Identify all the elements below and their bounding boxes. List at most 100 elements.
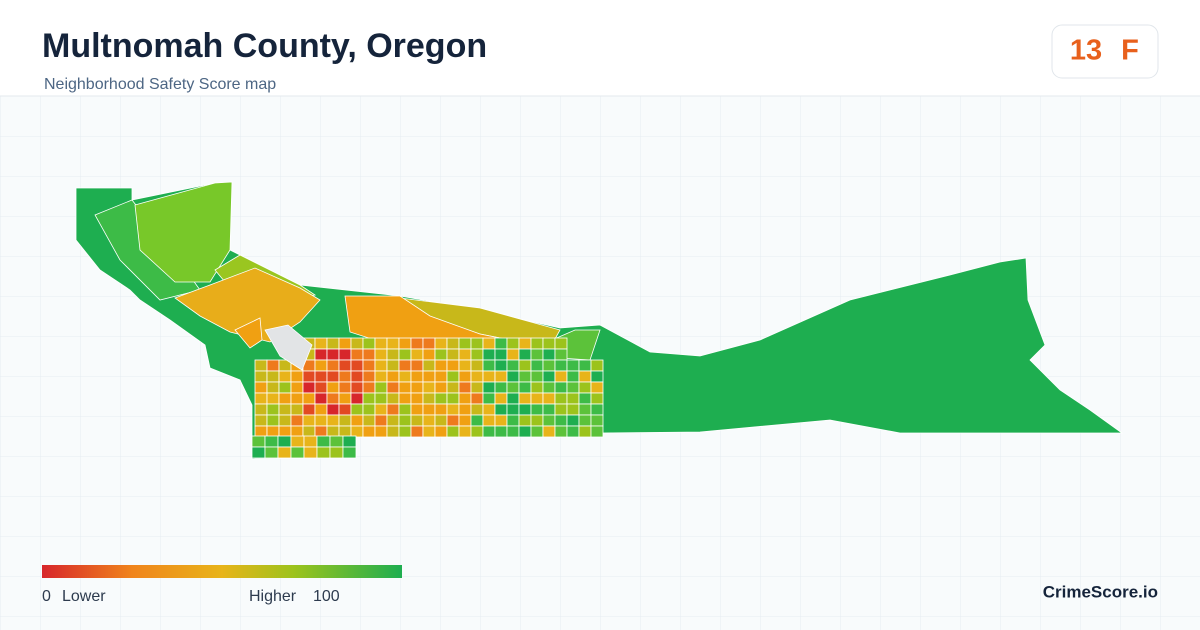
neighborhood <box>470 381 484 394</box>
neighborhood <box>290 381 304 394</box>
neighborhood <box>518 370 532 383</box>
neighborhood <box>314 370 328 383</box>
neighborhood <box>458 425 472 438</box>
neighborhood <box>329 446 344 459</box>
legend-min: 0 <box>42 588 51 605</box>
neighborhood <box>458 414 472 427</box>
neighborhood <box>314 414 328 427</box>
neighborhood <box>338 414 352 427</box>
neighborhood <box>494 392 508 405</box>
neighborhood <box>446 425 460 438</box>
neighborhood <box>303 435 318 448</box>
neighborhood <box>290 403 304 416</box>
neighborhood <box>590 414 604 427</box>
neighborhood <box>494 414 508 427</box>
neighborhood <box>338 370 352 383</box>
neighborhood <box>398 359 412 372</box>
neighborhood <box>518 392 532 405</box>
legend-scale <box>42 565 402 578</box>
neighborhood <box>458 381 472 394</box>
neighborhood <box>542 359 556 372</box>
neighborhood <box>482 337 496 350</box>
neighborhood <box>506 425 520 438</box>
legend-min-label: Lower <box>62 588 106 605</box>
neighborhood <box>251 435 266 448</box>
region <box>174 267 321 343</box>
neighborhood <box>254 359 268 372</box>
neighborhood <box>314 381 328 394</box>
neighborhood <box>446 337 460 350</box>
neighborhood <box>362 414 376 427</box>
neighborhood <box>350 403 364 416</box>
neighborhood <box>314 359 328 372</box>
neighborhood <box>482 370 496 383</box>
neighborhood <box>434 370 448 383</box>
neighborhood <box>410 425 424 438</box>
neighborhood <box>554 403 568 416</box>
neighborhood <box>578 370 592 383</box>
neighborhood <box>566 392 580 405</box>
neighborhood <box>374 392 388 405</box>
neighborhood <box>362 381 376 394</box>
title: Multnomah County, Oregon <box>42 27 487 65</box>
neighborhood <box>254 381 268 394</box>
score-value: 13 <box>1070 35 1102 67</box>
neighborhood <box>338 337 352 350</box>
neighborhood <box>338 381 352 394</box>
neighborhood <box>266 425 280 438</box>
neighborhood <box>362 403 376 416</box>
neighborhood <box>470 403 484 416</box>
neighborhood <box>386 381 400 394</box>
neighborhood <box>290 392 304 405</box>
neighborhood <box>398 348 412 361</box>
neighborhood <box>554 381 568 394</box>
neighborhood <box>446 381 460 394</box>
neighborhood <box>482 425 496 438</box>
neighborhood <box>362 392 376 405</box>
region <box>234 317 263 349</box>
neighborhood <box>362 370 376 383</box>
neighborhood <box>422 348 436 361</box>
neighborhood <box>398 370 412 383</box>
neighborhood <box>554 414 568 427</box>
subtitle: Neighborhood Safety Score map <box>44 76 276 93</box>
neighborhood <box>326 337 340 350</box>
neighborhood <box>470 414 484 427</box>
neighborhood <box>374 403 388 416</box>
neighborhood <box>542 348 556 361</box>
neighborhood <box>434 348 448 361</box>
legend-max-label: Higher <box>249 588 297 605</box>
neighborhood <box>590 425 604 438</box>
neighborhood <box>350 370 364 383</box>
neighborhood <box>482 359 496 372</box>
neighborhood <box>342 435 357 448</box>
neighborhood <box>554 348 568 361</box>
neighborhood <box>326 403 340 416</box>
neighborhood <box>302 414 316 427</box>
neighborhood <box>302 392 316 405</box>
neighborhood <box>302 403 316 416</box>
neighborhood <box>506 392 520 405</box>
neighborhood <box>266 403 280 416</box>
neighborhood <box>566 359 580 372</box>
neighborhood <box>386 403 400 416</box>
neighborhood <box>398 414 412 427</box>
neighborhood <box>446 414 460 427</box>
neighborhood <box>578 381 592 394</box>
neighborhood <box>554 359 568 372</box>
neighborhood <box>458 403 472 416</box>
neighborhood <box>314 392 328 405</box>
neighborhood <box>302 425 316 438</box>
neighborhood <box>422 381 436 394</box>
neighborhood <box>530 425 544 438</box>
neighborhood <box>386 337 400 350</box>
neighborhood <box>326 381 340 394</box>
neighborhood <box>518 337 532 350</box>
neighborhood <box>482 403 496 416</box>
neighborhood <box>314 348 328 361</box>
neighborhood <box>530 381 544 394</box>
neighborhood <box>254 403 268 416</box>
neighborhood <box>566 414 580 427</box>
neighborhood <box>266 359 280 372</box>
